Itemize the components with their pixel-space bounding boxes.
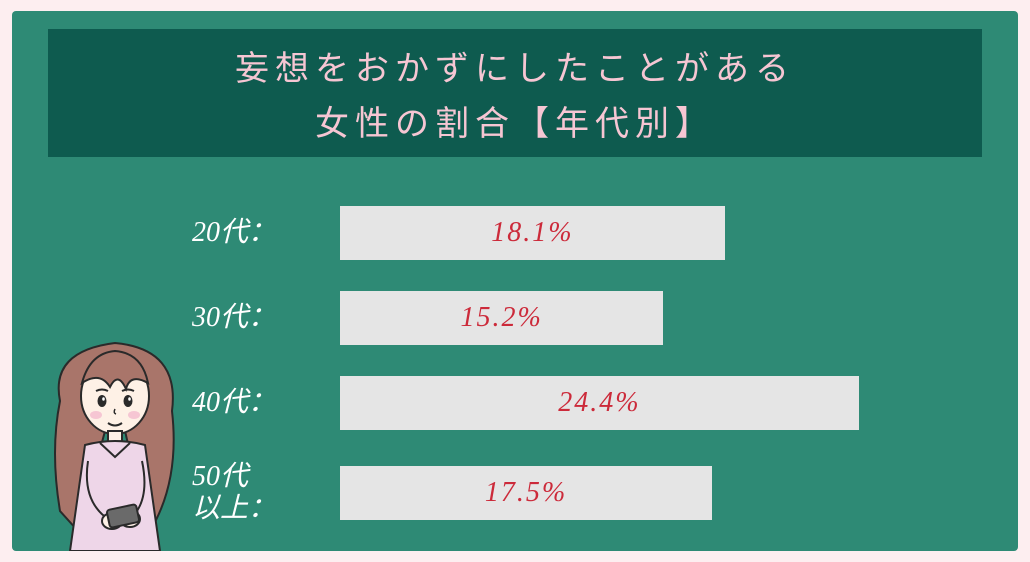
- chart-panel: 妄想をおかずにしたことがある 女性の割合【年代別】 20代： 18.1% 30代…: [12, 11, 1018, 551]
- bar-track: 24.4%: [340, 376, 978, 430]
- bar: 18.1%: [340, 206, 725, 260]
- bar-row: 40代： 24.4%: [192, 376, 978, 430]
- row-label: 50代 以上：: [192, 461, 322, 525]
- bar: 15.2%: [340, 291, 663, 345]
- bar-value: 15.2%: [460, 302, 542, 334]
- bar: 24.4%: [340, 376, 859, 430]
- row-label: 40代：: [192, 387, 322, 419]
- bar-chart: 20代： 18.1% 30代： 15.2% 40代： 24.4%: [192, 191, 978, 531]
- bar-value: 17.5%: [485, 477, 567, 509]
- bar-track: 18.1%: [340, 206, 978, 260]
- row-label: 30代：: [192, 302, 322, 334]
- title-line-1: 妄想をおかずにしたことがある: [235, 41, 795, 90]
- row-label: 20代：: [192, 217, 322, 249]
- bar-track: 15.2%: [340, 291, 978, 345]
- bar-row: 20代： 18.1%: [192, 206, 978, 260]
- bar-value: 24.4%: [558, 387, 640, 419]
- bar-row: 50代 以上： 17.5%: [192, 461, 978, 525]
- bar: 17.5%: [340, 466, 712, 520]
- bar-value: 18.1%: [491, 217, 573, 249]
- bar-row: 30代： 15.2%: [192, 291, 978, 345]
- chart-header: 妄想をおかずにしたことがある 女性の割合【年代別】: [48, 29, 982, 157]
- title-line-2: 女性の割合【年代別】: [315, 96, 715, 145]
- bar-track: 17.5%: [340, 466, 978, 520]
- woman-holding-phone-illustration: [30, 331, 200, 551]
